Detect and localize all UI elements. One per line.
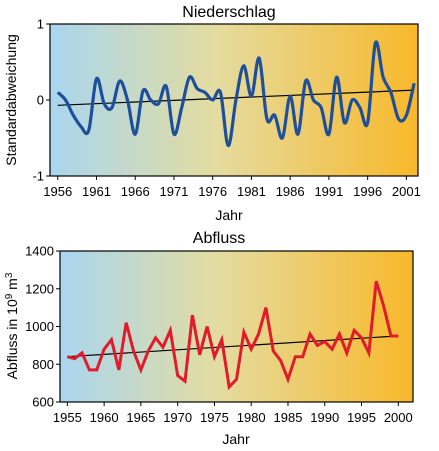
- plot-frame: [59, 250, 414, 403]
- plot-frame: [49, 23, 419, 177]
- x-tick-label: 1975: [200, 410, 229, 425]
- y-axis-ticks: 1400 1200 1000 800 600: [25, 244, 60, 410]
- x-tick-label: 1990: [310, 410, 339, 425]
- x-tick-label: 1971: [159, 184, 188, 199]
- x-tick-label: 1960: [90, 410, 119, 425]
- x-tick-label: 1995: [347, 410, 376, 425]
- y-tick-label: 600: [32, 395, 54, 410]
- x-axis-label: Jahr: [222, 431, 250, 447]
- y-tick-label: 1200: [25, 281, 54, 296]
- x-tick-label: 1965: [126, 410, 155, 425]
- y-axis-ticks: 1 0 -1: [32, 17, 50, 184]
- y-tick-label: 1: [37, 17, 44, 32]
- x-tick-label: 1955: [53, 410, 82, 425]
- x-tick-label: 1966: [121, 184, 150, 199]
- y-tick-label: 0: [37, 93, 44, 108]
- series-line: [66, 280, 399, 391]
- x-tick-label: 1980: [237, 410, 266, 425]
- chart-title: Niederschlag: [182, 4, 275, 21]
- y-axis-label: Standardabweichung: [3, 34, 19, 166]
- x-tick-label: 1986: [276, 184, 305, 199]
- x-tick-label: 1985: [274, 410, 303, 425]
- x-axis-label: Jahr: [215, 207, 243, 223]
- x-axis-ticks: 1955 1960 1965 1970 1975 1980 1985 1990 1995 2000: [53, 402, 413, 425]
- x-tick-label: 1996: [353, 184, 382, 199]
- y-tick-label: -1: [32, 169, 44, 184]
- y-tick-label: 1400: [25, 244, 54, 259]
- x-tick-label: 2001: [392, 184, 421, 199]
- series-line: [56, 40, 416, 148]
- x-tick-label: 1956: [43, 184, 72, 199]
- x-tick-label: 1976: [198, 184, 227, 199]
- plot-background: [50, 24, 418, 176]
- y-tick-label: 1000: [25, 319, 54, 334]
- precipitation-chart: Niederschlag 10-1 1956 1961 1966 1971 1976 19…: [3, 4, 421, 223]
- x-tick-label: 1991: [314, 184, 343, 199]
- x-tick-label: 2000: [384, 410, 413, 425]
- x-tick-label: 1970: [163, 410, 192, 425]
- x-tick-label: 1981: [237, 184, 266, 199]
- x-tick-label: 1961: [82, 184, 111, 199]
- y-tick-label: 800: [32, 357, 54, 372]
- y-axis-label: Abfluss in 109 m3: [4, 272, 20, 379]
- chart-title: Abfluss: [193, 230, 245, 247]
- x-axis-ticks: 1956 1961 1966 1971 1976 1981 1986 1991 1996 2001: [43, 176, 421, 199]
